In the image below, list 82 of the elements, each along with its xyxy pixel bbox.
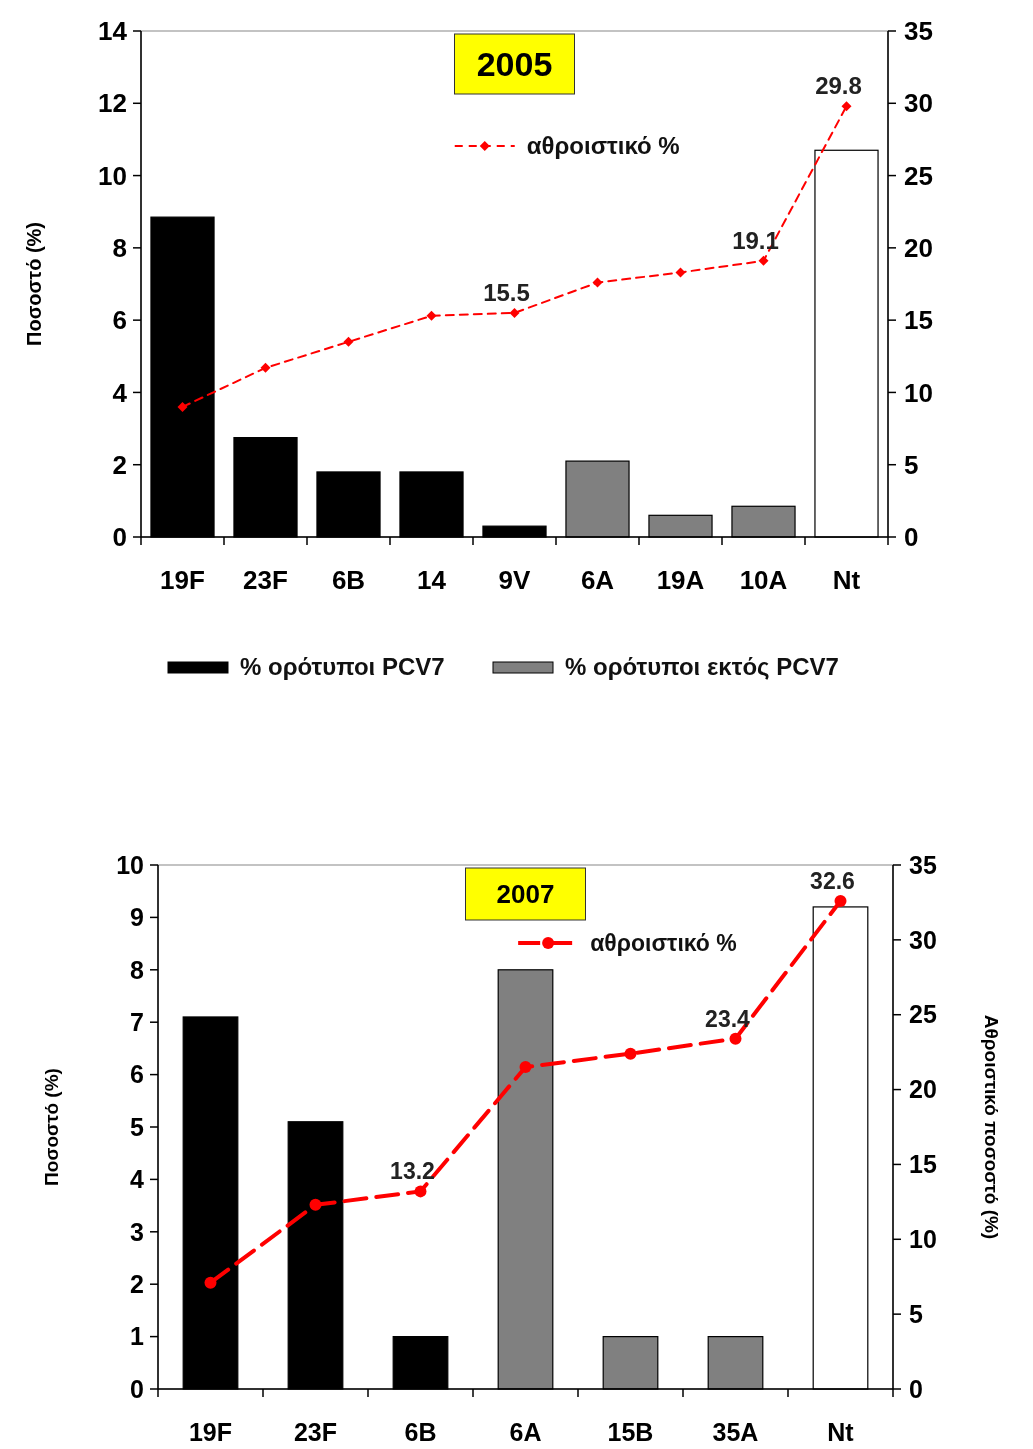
x-tick-label: 19F bbox=[188, 1418, 233, 1446]
y2-tick-label: 20 bbox=[904, 232, 933, 263]
point bbox=[592, 277, 603, 288]
y-tick-label: 6 bbox=[112, 305, 127, 336]
point bbox=[675, 267, 686, 278]
x-tick-label: 6A bbox=[580, 565, 615, 595]
y2-tick-label: 15 bbox=[909, 1150, 937, 1179]
y2-tick-label: 15 bbox=[904, 305, 933, 336]
legend-label: % ορότυποι PCV7 bbox=[240, 653, 445, 680]
y2-tick-label: 35 bbox=[909, 850, 937, 879]
x-tick-label: 9V bbox=[498, 565, 532, 595]
y-tick-label: 6 bbox=[130, 1060, 144, 1089]
y-tick-label: 12 bbox=[98, 88, 127, 119]
y-tick-label: 2 bbox=[130, 1269, 144, 1298]
y2-tick-label: 0 bbox=[909, 1374, 923, 1403]
y2-tick-label: 0 bbox=[904, 522, 919, 553]
y-tick-label: 3 bbox=[130, 1217, 144, 1246]
point bbox=[729, 1032, 742, 1045]
y2-tick-label: 25 bbox=[904, 160, 933, 191]
point bbox=[519, 1061, 532, 1074]
y-tick-label: 2 bbox=[112, 449, 127, 480]
data-label: 13.2 bbox=[390, 1158, 435, 1185]
x-tick-label: 14 bbox=[417, 565, 447, 595]
y2-tick-label: 25 bbox=[909, 1000, 937, 1029]
y2-tick-label: 20 bbox=[909, 1075, 937, 1104]
y-tick-label: 9 bbox=[130, 903, 144, 932]
y-tick-label: 1 bbox=[130, 1322, 145, 1351]
x-tick-label: 6A bbox=[509, 1418, 542, 1446]
y-tick-label: 10 bbox=[116, 850, 144, 879]
data-label: 19.1 bbox=[732, 226, 779, 254]
y-tick-label: 8 bbox=[112, 232, 127, 263]
legend-label: αθροιστικό % bbox=[526, 132, 680, 159]
text: 2007 bbox=[496, 879, 555, 910]
y-axis-title: Ποσοστό (%) bbox=[23, 221, 45, 347]
data-label: 23.4 bbox=[705, 1005, 751, 1032]
y-tick-label: 7 bbox=[130, 1007, 144, 1036]
point bbox=[841, 101, 852, 112]
y-tick-label: 4 bbox=[130, 1165, 145, 1194]
point bbox=[414, 1185, 427, 1198]
legend-label: % ορότυποι εκτός PCV7 bbox=[565, 653, 839, 680]
point bbox=[834, 894, 847, 907]
chart-title: 2005 bbox=[476, 44, 553, 83]
y-tick-label: 10 bbox=[98, 160, 127, 191]
y2-tick-label: 10 bbox=[904, 377, 933, 408]
point bbox=[177, 401, 188, 412]
y2-tick-label: 30 bbox=[904, 88, 933, 119]
y2-tick-label: 5 bbox=[904, 449, 919, 480]
data-label: 32.6 bbox=[810, 867, 855, 894]
y2-axis-title: Αθροιστικό ποσοστό (%) bbox=[981, 1014, 1002, 1240]
x-tick-label: 19A bbox=[656, 565, 705, 595]
point bbox=[204, 1276, 217, 1289]
x-tick-label: 10A bbox=[739, 565, 788, 595]
point bbox=[309, 1198, 322, 1211]
y-tick-label: 8 bbox=[130, 955, 145, 984]
point bbox=[343, 336, 354, 347]
x-tick-label: 23F bbox=[243, 565, 288, 595]
x-tick-label: Nt bbox=[827, 1418, 855, 1446]
y2-tick-label: 30 bbox=[909, 925, 937, 954]
y-tick-label: 5 bbox=[130, 1112, 145, 1141]
legend-label: αθροιστικό % bbox=[590, 930, 737, 956]
y2-tick-label: 10 bbox=[909, 1225, 937, 1254]
y2-tick-label: 5 bbox=[909, 1299, 923, 1328]
point bbox=[260, 362, 271, 373]
y-tick-label: 0 bbox=[130, 1374, 144, 1403]
point bbox=[426, 310, 437, 321]
y2-tick-label: 35 bbox=[904, 16, 933, 47]
x-tick-label: 6B bbox=[331, 565, 366, 595]
x-tick-label: 15B bbox=[607, 1418, 654, 1446]
point bbox=[624, 1047, 637, 1060]
data-label: 15.5 bbox=[483, 278, 530, 306]
data-label: 29.8 bbox=[815, 72, 862, 100]
y-tick-label: 14 bbox=[98, 16, 128, 47]
x-tick-label: 35A bbox=[712, 1418, 759, 1446]
point bbox=[758, 255, 769, 266]
x-tick-label: 6B bbox=[404, 1418, 437, 1446]
x-tick-label: 23F bbox=[293, 1418, 338, 1446]
x-tick-label: Nt bbox=[832, 565, 861, 595]
y-tick-label: 0 bbox=[112, 522, 127, 553]
y-axis-title: Ποσοστό (%) bbox=[41, 1068, 62, 1186]
x-tick-label: 19F bbox=[160, 565, 205, 595]
point bbox=[509, 307, 520, 318]
y-tick-label: 4 bbox=[112, 377, 128, 408]
